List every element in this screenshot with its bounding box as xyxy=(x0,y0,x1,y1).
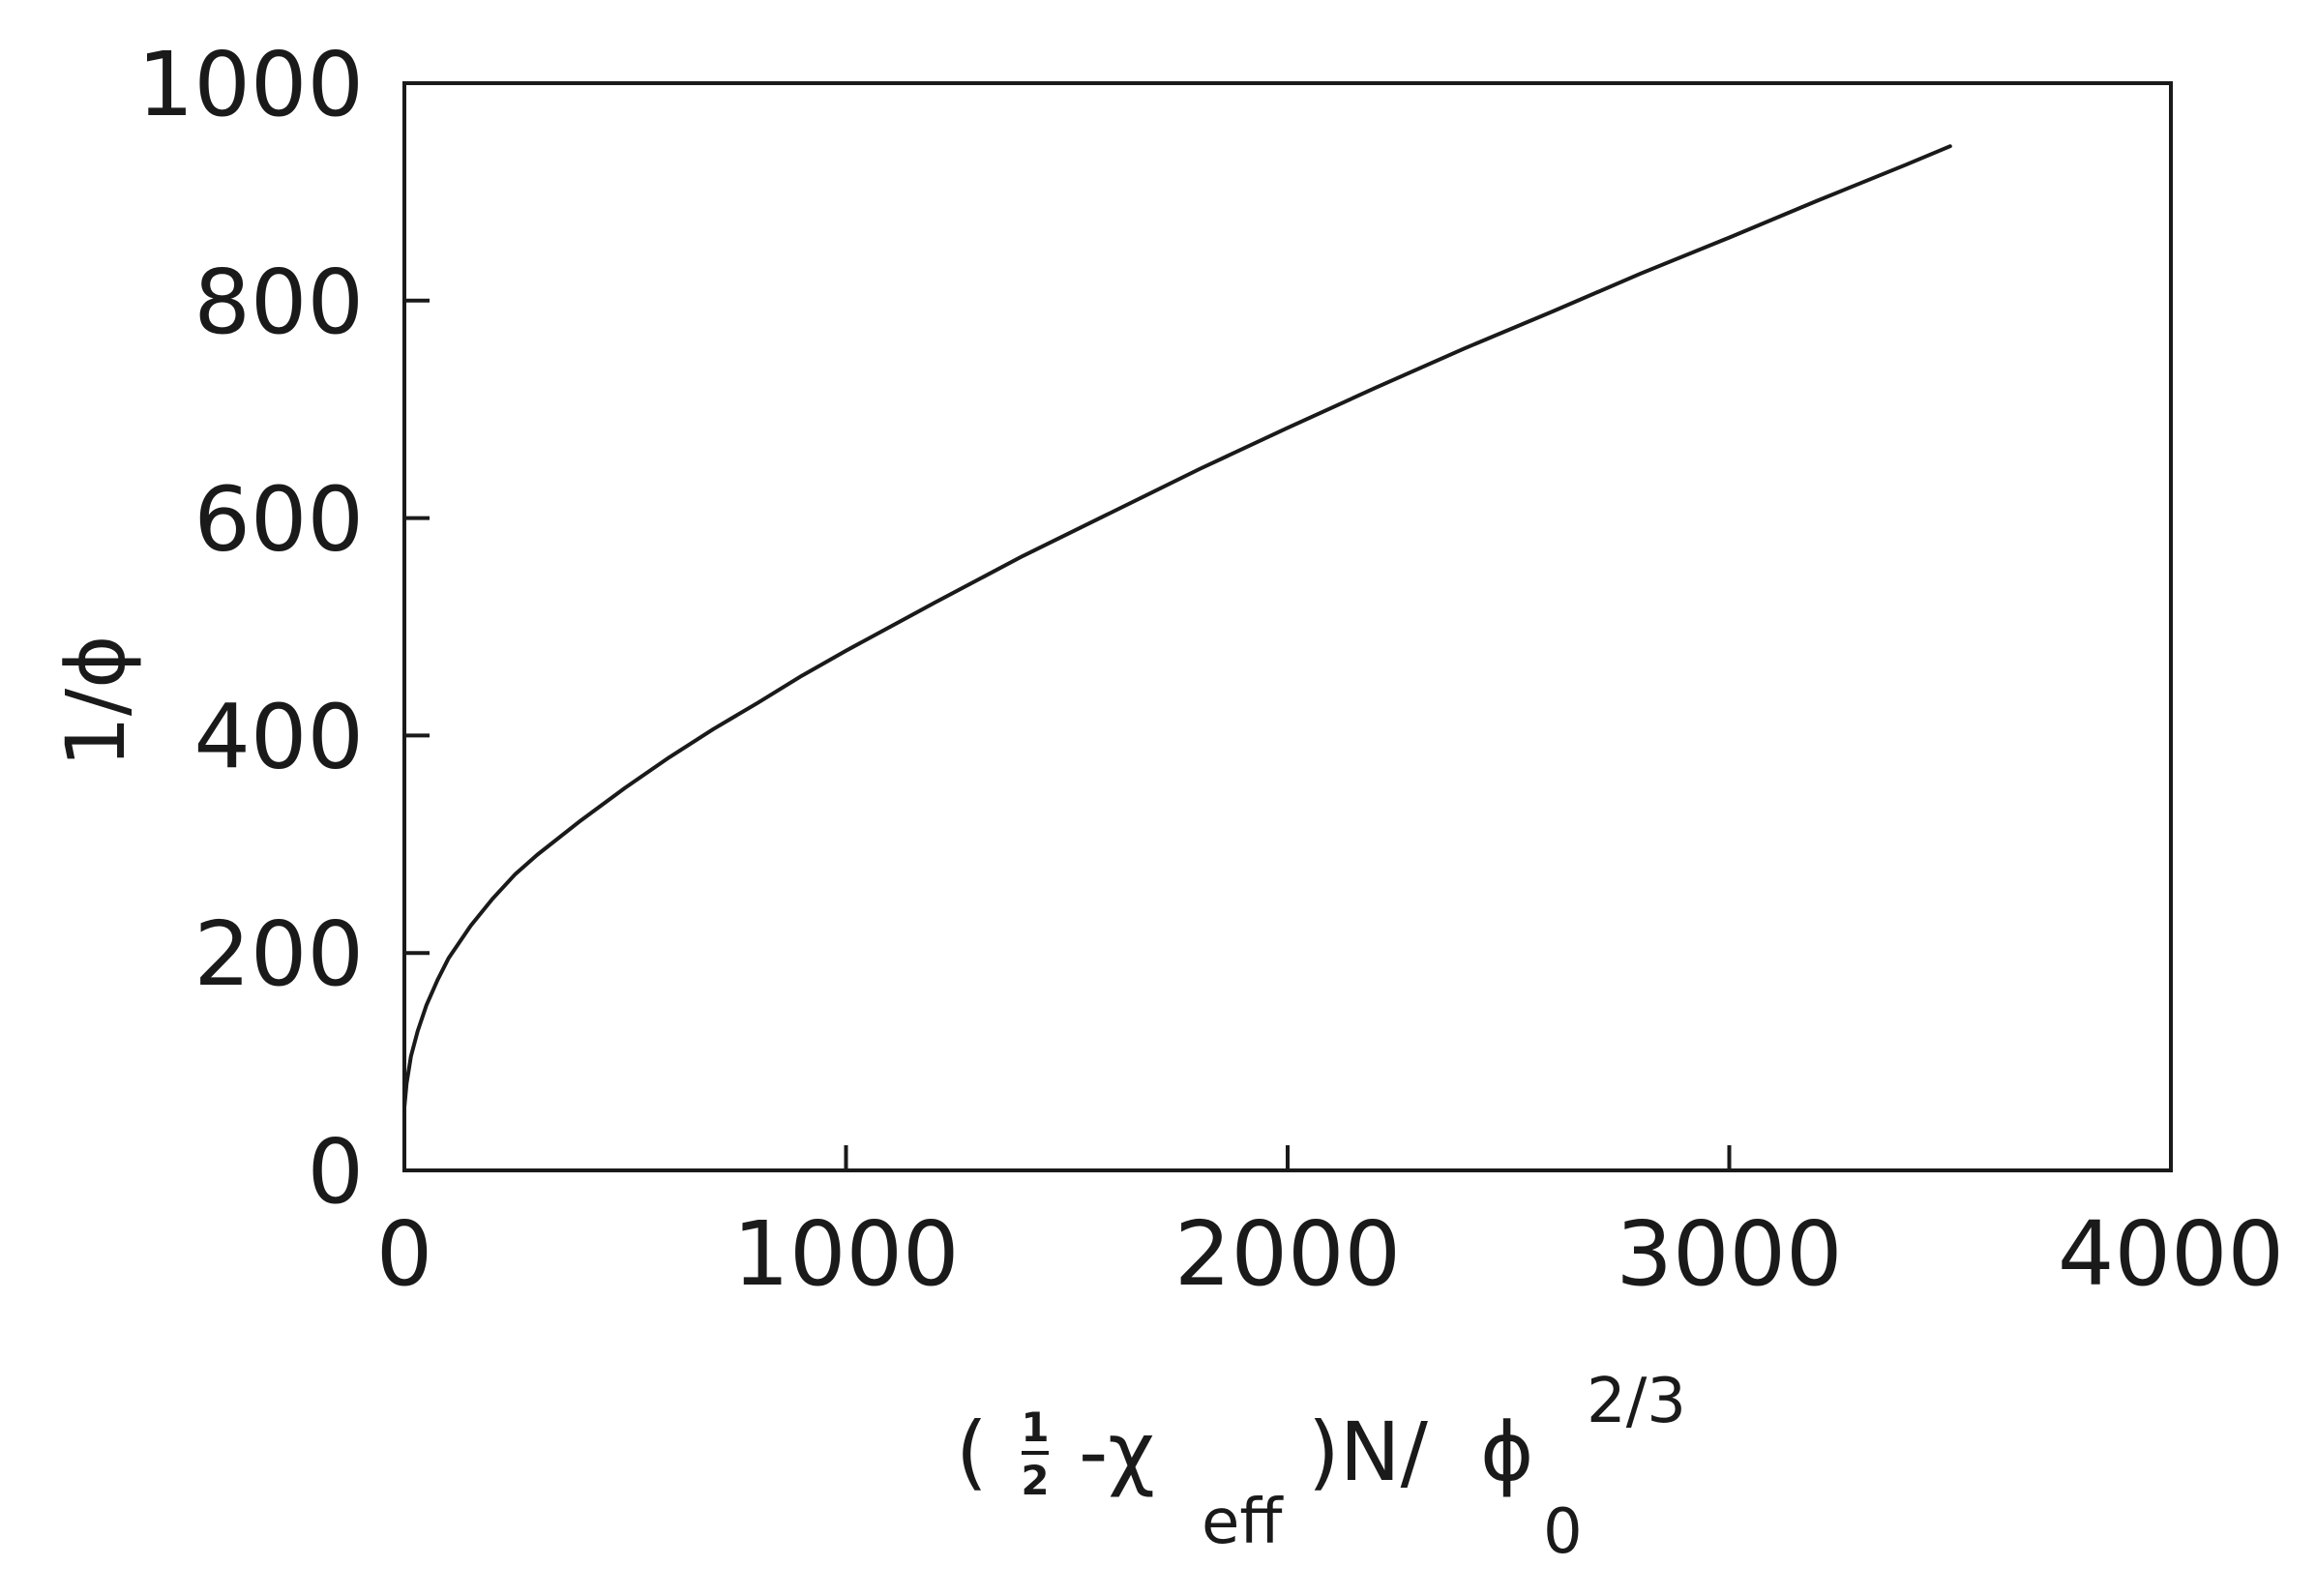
x-label-chi: -χ xyxy=(1079,1404,1155,1499)
y-tick-label: 1000 xyxy=(137,33,364,136)
y-tick-label: 200 xyxy=(193,902,364,1006)
data-line xyxy=(402,144,1952,1109)
x-axis-label: ( 1 2 -χ eff )N/ ϕ 0 2/3 xyxy=(956,1366,1686,1568)
x-tick-label: 4000 xyxy=(2058,1202,2284,1306)
x-label-fraction-numerator: 1 xyxy=(1021,1404,1049,1451)
y-tick-label: 0 xyxy=(307,1120,364,1224)
x-tick-label: 3000 xyxy=(1616,1202,1842,1306)
x-label-chi-subscript: eff xyxy=(1202,1487,1284,1558)
x-label-superscript: 2/3 xyxy=(1587,1366,1686,1437)
x-label-phi-subscript: 0 xyxy=(1543,1496,1583,1568)
x-label-open-paren: ( xyxy=(956,1404,988,1499)
x-label-phi: ϕ xyxy=(1480,1404,1533,1499)
y-axis-label: 1/ϕ xyxy=(48,635,143,767)
y-tick-label: 800 xyxy=(193,251,364,354)
x-tick-label: 1000 xyxy=(732,1202,959,1306)
x-tick-label: 0 xyxy=(376,1202,433,1306)
plot-frame xyxy=(402,81,2173,1172)
x-label-after-paren: )N/ xyxy=(1308,1404,1429,1499)
y-axis-ticks: 0 200 400 600 800 1000 xyxy=(137,33,430,1224)
y-tick-label: 600 xyxy=(193,468,364,572)
x-label-fraction-denominator: 2 xyxy=(1021,1457,1049,1504)
x-axis-ticks: 0 1000 2000 3000 4000 xyxy=(376,1145,2284,1306)
y-tick-label: 400 xyxy=(193,685,364,788)
x-tick-label: 2000 xyxy=(1174,1202,1401,1306)
